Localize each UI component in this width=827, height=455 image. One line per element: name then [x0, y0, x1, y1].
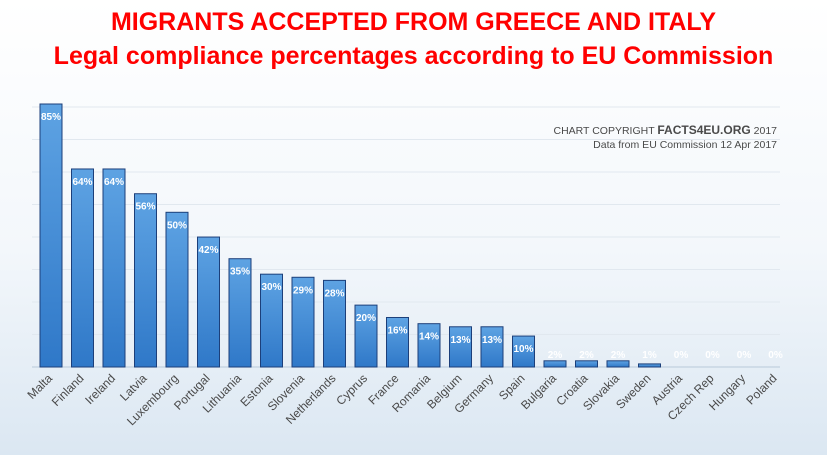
value-label: 2%	[579, 350, 594, 361]
bar-romania	[417, 323, 441, 368]
value-label: 64%	[72, 177, 92, 188]
value-label: 0%	[705, 350, 720, 361]
value-label: 13%	[482, 335, 502, 346]
category-label: Cyprus	[333, 371, 370, 408]
value-label: 0%	[674, 350, 689, 361]
bar-estonia	[260, 273, 283, 368]
bar-belgium	[449, 326, 472, 368]
value-label: 56%	[135, 202, 155, 213]
bar-malta	[39, 103, 63, 368]
copyright-brand: FACTS4EU.ORG	[657, 123, 751, 137]
bar-slovakia	[606, 360, 630, 368]
source-note: Data from EU Commission 12 Apr 2017	[593, 139, 777, 151]
value-label: 20%	[356, 313, 376, 324]
value-label: 42%	[198, 245, 218, 256]
value-label: 85%	[41, 112, 61, 123]
bar-germany	[480, 326, 504, 368]
bar-lithuania	[228, 258, 252, 368]
bar-luxembourg	[165, 211, 189, 368]
category-label: Finland	[49, 371, 87, 409]
bar-portugal	[197, 236, 220, 368]
value-label: 0%	[737, 350, 752, 361]
value-label: 28%	[324, 288, 344, 299]
copyright-note: CHART COPYRIGHT FACTS4EU.ORG 2017 Data f…	[554, 123, 778, 152]
value-label: 35%	[230, 267, 250, 278]
bar-netherlands	[323, 279, 346, 368]
bar-ireland	[102, 168, 126, 368]
bar-spain	[512, 335, 535, 368]
chart-title: MIGRANTS ACCEPTED FROM GREECE AND ITALY	[110, 8, 717, 36]
category-label: Sweden	[613, 371, 654, 412]
bars	[39, 103, 661, 368]
value-labels: 85% 64% 64% 56% 50% 42% 35% 30% 29% 28% 20% 16% 14% 1…	[41, 112, 783, 361]
value-label: 2%	[611, 350, 626, 361]
bar-croatia	[575, 360, 598, 368]
copyright-year: 2017	[753, 125, 777, 137]
bar-sweden	[638, 363, 661, 368]
value-label: 13%	[450, 335, 470, 346]
category-label: Poland	[743, 371, 779, 407]
value-label: 29%	[293, 285, 313, 296]
copyright-prefix: CHART COPYRIGHT	[553, 125, 655, 137]
category-labels: MaltaFinlandIrelandLatviaLuxembourgPortu…	[24, 371, 779, 428]
bar-slovenia	[291, 276, 315, 368]
bar-latvia	[134, 193, 157, 368]
category-label: Ireland	[82, 371, 118, 407]
value-label: 1%	[642, 350, 657, 361]
value-label: 16%	[387, 325, 407, 336]
bar-bulgaria	[543, 360, 567, 368]
bar-finland	[71, 168, 94, 368]
value-label: 10%	[513, 344, 533, 355]
copyright-line: CHART COPYRIGHT FACTS4EU.ORG 2017	[554, 123, 778, 138]
chart-subtitle: Legal compliance percentages according t…	[53, 42, 774, 70]
value-label: 64%	[104, 177, 124, 188]
value-label: 2%	[548, 350, 563, 361]
category-label: Bulgaria	[518, 371, 559, 412]
bar-france	[386, 316, 409, 368]
value-label: 0%	[768, 350, 783, 361]
value-label: 14%	[419, 332, 439, 343]
bar-cyprus	[354, 304, 378, 368]
value-label: 50%	[167, 220, 187, 231]
value-label: 30%	[261, 282, 281, 293]
